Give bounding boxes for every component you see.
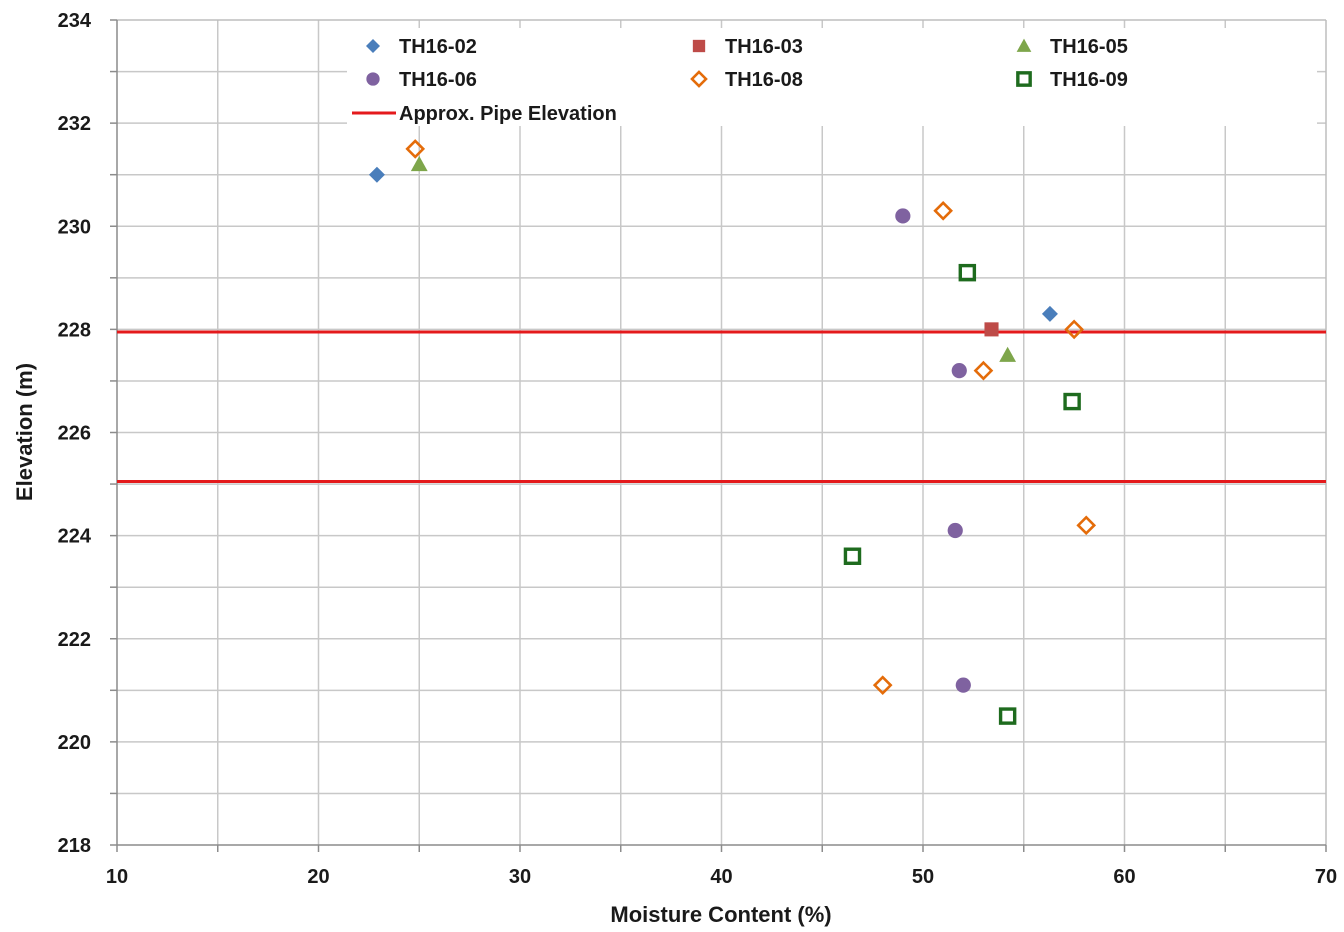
data-point-th16-06 — [955, 677, 971, 693]
data-points — [368, 139, 1097, 725]
legend-label: TH16-08 — [725, 69, 803, 91]
legend-marker-th16-05 — [1016, 38, 1032, 52]
x-tick-label: 50 — [912, 866, 934, 888]
x-tick-label: 20 — [307, 866, 329, 888]
data-point-th16-09 — [1063, 392, 1081, 411]
legend-marker-th16-06 — [366, 72, 380, 86]
legend-marker-th16-03 — [692, 39, 706, 53]
legend-label: TH16-06 — [399, 69, 477, 91]
data-point-th16-06 — [951, 363, 967, 379]
y-tick-label: 218 — [58, 835, 91, 857]
data-point-th16-06 — [895, 208, 911, 224]
y-tick-label: 234 — [58, 10, 92, 32]
y-tick-label: 224 — [58, 526, 92, 548]
legend-label: TH16-05 — [1050, 36, 1128, 58]
x-tick-label: 10 — [106, 866, 128, 888]
data-point-th16-08 — [1064, 319, 1084, 340]
data-point-th16-08 — [872, 675, 893, 695]
legend-label: TH16-03 — [725, 36, 803, 58]
y-axis-title: Elevation (m) — [12, 363, 37, 501]
y-tick-label: 222 — [58, 629, 91, 651]
legend-marker-th16-02 — [366, 39, 380, 53]
x-tick-label: 30 — [509, 866, 531, 888]
data-point-th16-02 — [368, 166, 385, 183]
legend-marker-th16-08 — [690, 70, 708, 88]
data-point-th16-02 — [1041, 305, 1058, 322]
x-tick-label: 60 — [1113, 866, 1135, 888]
legend-label: TH16-02 — [399, 36, 477, 58]
legend-marker-th16-09 — [1016, 71, 1032, 87]
x-tick-labels: 10 20 30 40 50 60 70 — [106, 866, 1337, 888]
data-point-th16-09 — [843, 547, 862, 565]
legend-box — [347, 28, 1317, 126]
data-point-th16-08 — [1076, 515, 1097, 536]
axes — [110, 19, 1327, 852]
y-tick-label: 226 — [58, 423, 91, 445]
data-point-th16-08 — [405, 139, 426, 159]
data-point-th16-08 — [933, 200, 953, 221]
y-tick-label: 228 — [58, 319, 91, 341]
y-tick-labels: 218 220 222 224 226 228 230 232 234 — [58, 10, 92, 857]
y-tick-label: 230 — [58, 216, 91, 238]
y-tick-label: 220 — [58, 732, 91, 754]
data-point-th16-09 — [998, 707, 1017, 725]
x-tick-label: 40 — [710, 866, 732, 888]
reference-lines — [117, 330, 1326, 483]
x-tick-label: 70 — [1315, 866, 1337, 888]
data-point-th16-05 — [410, 155, 428, 172]
data-point-th16-05 — [999, 346, 1017, 362]
legend: TH16-02 TH16-03 TH16-05 TH16-06 TH16-08 TH16-… — [347, 28, 1317, 126]
y-tick-label: 232 — [58, 113, 91, 135]
x-axis-title: Moisture Content (%) — [610, 902, 831, 927]
legend-label: TH16-09 — [1050, 69, 1128, 91]
legend-label: Approx. Pipe Elevation — [399, 103, 617, 125]
data-point-th16-03 — [984, 322, 999, 337]
data-point-th16-08 — [973, 360, 994, 381]
data-point-th16-09 — [958, 263, 977, 282]
grid-lines — [117, 20, 1326, 845]
data-point-th16-06 — [947, 522, 963, 539]
